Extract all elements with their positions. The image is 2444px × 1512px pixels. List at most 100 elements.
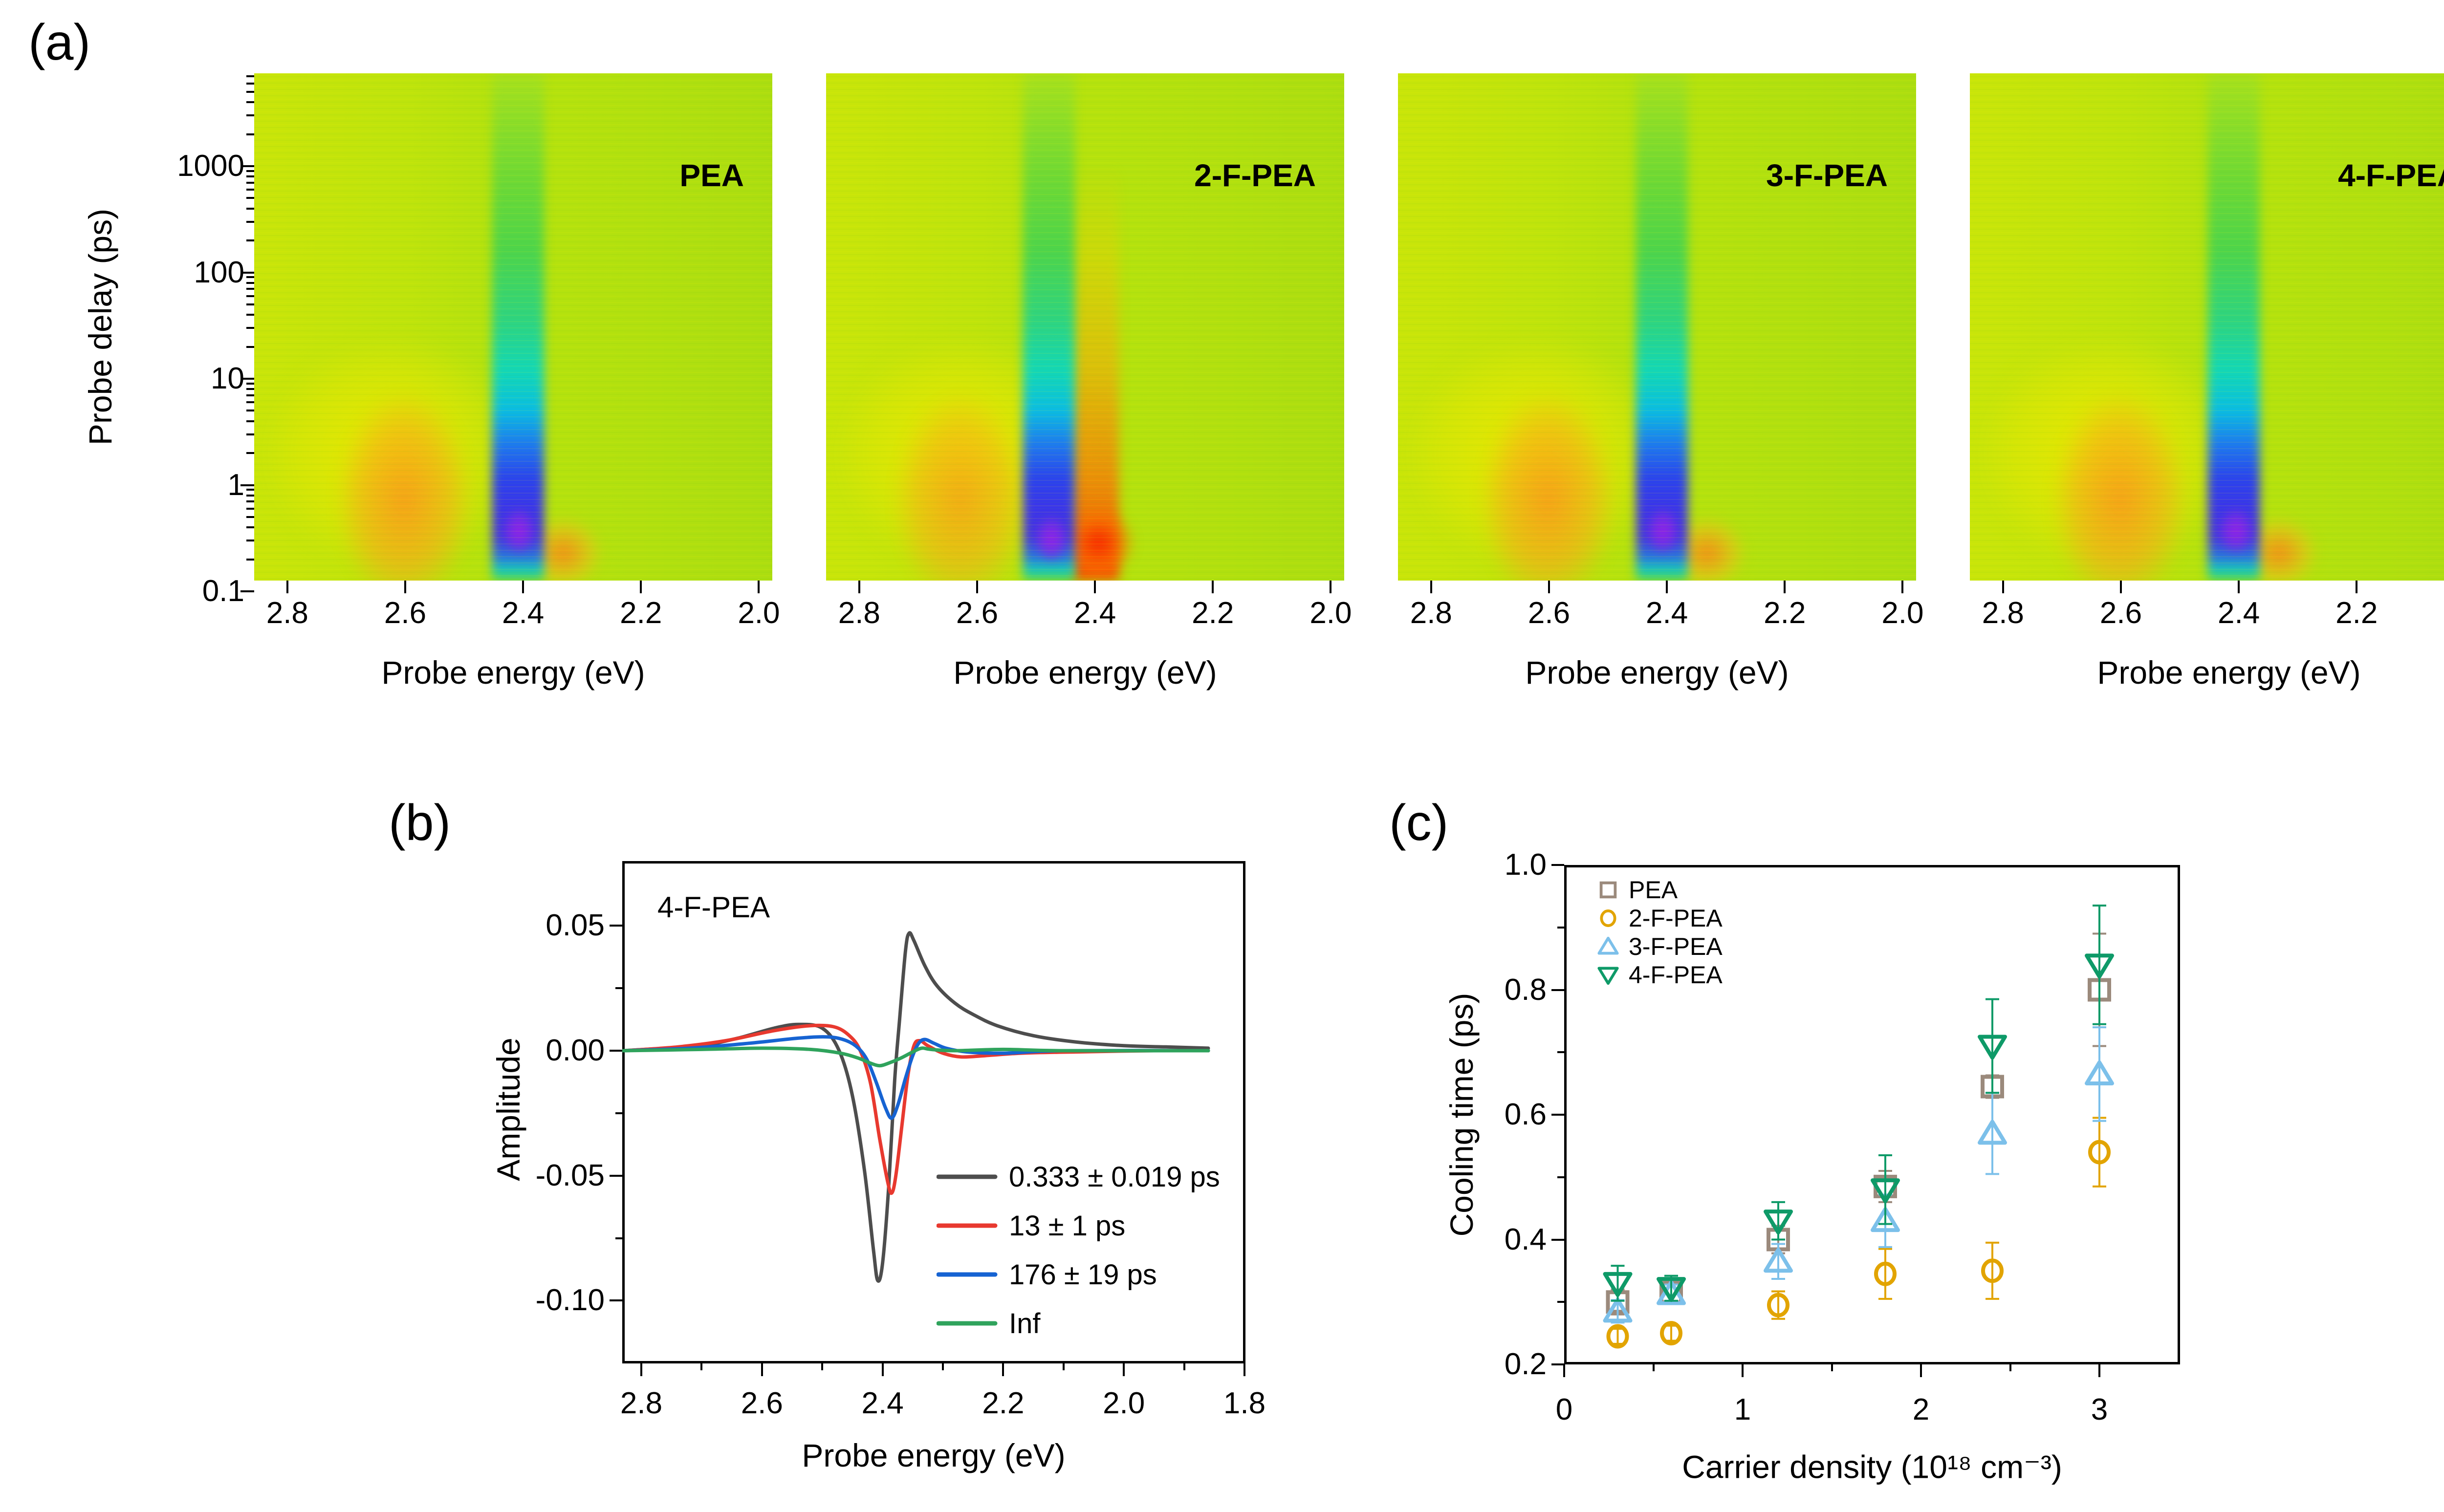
- panel-c-label: (c): [1389, 795, 1449, 851]
- axis-tick: [246, 175, 254, 178]
- axis-tick-label: 2: [1912, 1393, 1930, 1426]
- axis-tick: [246, 276, 254, 279]
- legend-label: Inf: [1009, 1307, 1041, 1339]
- amplitude-curve-3: [622, 1046, 1210, 1068]
- heatmap-noise-streaks: [826, 73, 1344, 581]
- axis-tick: [240, 590, 254, 592]
- axis-tick: [246, 189, 254, 191]
- axis-tick-label: 0.6: [1504, 1098, 1547, 1131]
- axis-tick-label: 1: [1734, 1393, 1751, 1426]
- panel-a-y-axis-title: Probe delay (ps): [82, 208, 118, 446]
- axis-tick: [246, 281, 254, 284]
- axis-tick: [246, 207, 254, 210]
- axis-tick-label: 0.05: [546, 908, 605, 943]
- map-title-3f-pea: 3-F-PEA: [1766, 158, 1888, 193]
- axis-tick: [2238, 581, 2240, 593]
- axis-tick: [1244, 1363, 1245, 1376]
- legend-label: 13 ± 1 ps: [1009, 1210, 1126, 1242]
- axis-tick-label: 2.2: [1192, 596, 1234, 630]
- axis-tick-label: 1.0: [1504, 848, 1547, 882]
- axis-tick: [246, 516, 254, 518]
- heatmap-noise-streaks: [1398, 73, 1916, 581]
- axis-tick: [1212, 581, 1214, 593]
- map-title-pea: PEA: [679, 158, 744, 193]
- axis-tick-label: 0.1: [202, 574, 244, 608]
- axis-tick-label: 0.00: [546, 1034, 605, 1067]
- legend-item-b-2: 176 ± 19 ps: [937, 1258, 1157, 1291]
- legend-label: PEA: [1629, 876, 1678, 904]
- map-title-4f-pea: 4-F-PEA: [2338, 158, 2444, 193]
- axis-tick-label: 2.4: [1074, 596, 1116, 630]
- axis-tick: [1548, 581, 1550, 593]
- heatmap-4f-pea: 4-F-PEA: [1970, 73, 2444, 581]
- axis-tick-label: 2.2: [1764, 596, 1806, 630]
- axis-tick: [1557, 926, 1564, 929]
- axis-tick-label: 2.8: [1410, 596, 1452, 630]
- axis-tick: [246, 507, 254, 510]
- heatmap-red-lobe: [1062, 499, 1150, 581]
- panel-a-x-title-1: Probe energy (eV): [381, 654, 645, 691]
- axis-tick: [246, 314, 254, 316]
- axis-tick: [1123, 1363, 1125, 1376]
- heatmap-purple-core: [2216, 507, 2256, 556]
- axis-tick-label: 2.8: [838, 596, 880, 630]
- legend-marker-swatch: [1597, 967, 1619, 985]
- axis-tick: [1901, 581, 1904, 593]
- panel-a-x-title-3: Probe energy (eV): [1525, 654, 1789, 691]
- legend-label: 2-F-PEA: [1629, 905, 1723, 932]
- legend-line-swatch: [937, 1223, 998, 1228]
- heatmap-background: [254, 73, 772, 581]
- heatmap-left-orange-lobe: [878, 337, 1044, 581]
- axis-tick-label: 2.0: [1103, 1386, 1145, 1420]
- axis-tick: [1430, 581, 1432, 593]
- axis-tick: [1920, 1364, 1922, 1377]
- axis-tick: [240, 378, 254, 380]
- heatmap-bleach-stripe: [1023, 73, 1075, 581]
- scatter-series-4-F-PEA: [1603, 905, 2114, 1302]
- axis-tick: [246, 288, 254, 290]
- legend-label: 176 ± 19 ps: [1009, 1258, 1157, 1291]
- axis-tick-label: 2.4: [2218, 596, 2260, 630]
- axis-tick-label: 2.2: [620, 596, 662, 630]
- axis-tick-label: 2.0: [738, 596, 780, 630]
- heatmap-background: [1398, 73, 1916, 581]
- legend-item-c-0: PEA: [1594, 876, 1678, 904]
- axis-tick: [700, 1363, 703, 1370]
- axis-tick-label: 2.8: [266, 596, 308, 630]
- axis-tick: [246, 382, 254, 385]
- axis-tick-label: 0.4: [1504, 1222, 1547, 1256]
- axis-tick: [615, 987, 622, 990]
- axis-tick-label: 2.0: [1881, 596, 1924, 630]
- panel-a-x-title-4: Probe energy (eV): [2097, 654, 2361, 691]
- axis-tick-label: 2.4: [861, 1386, 904, 1420]
- legend-label: 3-F-PEA: [1629, 933, 1723, 960]
- heatmap-bleach-stripe: [2207, 73, 2260, 581]
- heatmap-2f-pea: 2-F-PEA: [826, 73, 1344, 581]
- axis-tick: [1551, 989, 1564, 991]
- axis-tick: [246, 197, 254, 199]
- panel-b-inset-title: 4-F-PEA: [657, 891, 770, 924]
- axis-tick: [404, 581, 406, 593]
- axis-tick: [1557, 1051, 1564, 1054]
- axis-tick: [610, 1050, 622, 1052]
- panel-b-plot-svg: [622, 931, 1210, 1283]
- panel-b-x-title: Probe energy (eV): [802, 1437, 1066, 1473]
- axis-tick: [610, 1299, 622, 1302]
- axis-tick-label: 2.6: [2099, 596, 2142, 630]
- map-title-2f-pea: 2-F-PEA: [1194, 158, 1316, 193]
- axis-tick: [881, 1363, 884, 1376]
- legend-marker-swatch: [1597, 936, 1619, 955]
- axis-tick: [246, 494, 254, 497]
- axis-tick-label: 10: [211, 362, 244, 395]
- axis-tick-label: 1: [227, 468, 244, 502]
- panel-b-plot-frame: [622, 861, 1245, 1363]
- axis-tick: [2098, 1364, 2100, 1377]
- axis-tick: [246, 327, 254, 329]
- axis-tick: [942, 1363, 944, 1370]
- heatmap-pea: PEA: [254, 73, 772, 581]
- axis-tick-label: 2.0: [2401, 598, 2444, 628]
- axis-tick: [286, 581, 288, 593]
- legend-label: 0.333 ± 0.019 ps: [1009, 1161, 1220, 1193]
- axis-tick-label: 1.8: [1223, 1386, 1266, 1420]
